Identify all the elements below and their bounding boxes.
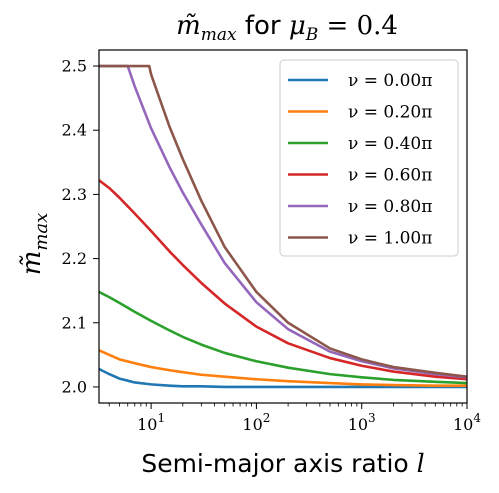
legend-label-2: ν = 0.40π [348,134,432,154]
legend-label-1: ν = 0.20π [348,103,432,123]
y-ticks: 2.0 2.1 2.2 2.3 2.4 2.5 [62,57,99,396]
legend-label-0: ν = 0.00π [348,71,432,91]
series-line-2 [99,290,467,385]
series-line-0 [99,367,467,389]
legend: ν = 0.00π ν = 0.20π ν = 0.40π ν = 0.60π ν = … [279,59,459,257]
legend-label-4: ν = 0.80π [348,197,432,217]
y-tick-label-4: 2.4 [62,121,87,140]
y-axis-label: m̃max [17,213,52,276]
y-tick-label-3: 2.3 [62,185,87,204]
chart-title: m̃max for μB = 0.4 [176,11,398,45]
title-prefix: m̃ [176,11,201,41]
y-tick-label-0: 2.0 [62,377,87,396]
x-tick-label-1: 102 [242,411,270,434]
title-math-sub: B [305,25,319,45]
legend-label-3: ν = 0.60π [348,166,432,186]
y-axis-label-main: m̃ [17,251,47,276]
y-tick-label-2: 2.2 [62,249,87,268]
x-tick-label-2: 103 [348,411,376,434]
series-line-1 [99,349,467,387]
y-axis-label-sub: max [31,213,52,251]
title-prefix-sub: max [201,25,237,45]
x-tick-label-3: 104 [453,411,481,434]
title-middle: for [237,11,289,41]
title-suffix: = 0.4 [318,11,398,41]
x-axis-label-math: l [417,449,425,478]
x-tick-label-0: 101 [137,411,165,434]
plot-frame [98,49,468,404]
title-math: μ [289,11,306,41]
x-axis-label-text: Semi-major axis ratio [141,449,416,478]
legend-label-5: ν = 1.00π [348,229,432,249]
x-axis-label: Semi-major axis ratio l [141,449,424,478]
series-line-5 [99,64,467,378]
y-tick-label-1: 2.1 [62,313,87,332]
series-group [99,64,467,389]
series-line-3 [99,179,467,381]
x-ticks: 101 102 103 104 [108,403,481,434]
y-tick-label-5: 2.5 [62,57,87,76]
